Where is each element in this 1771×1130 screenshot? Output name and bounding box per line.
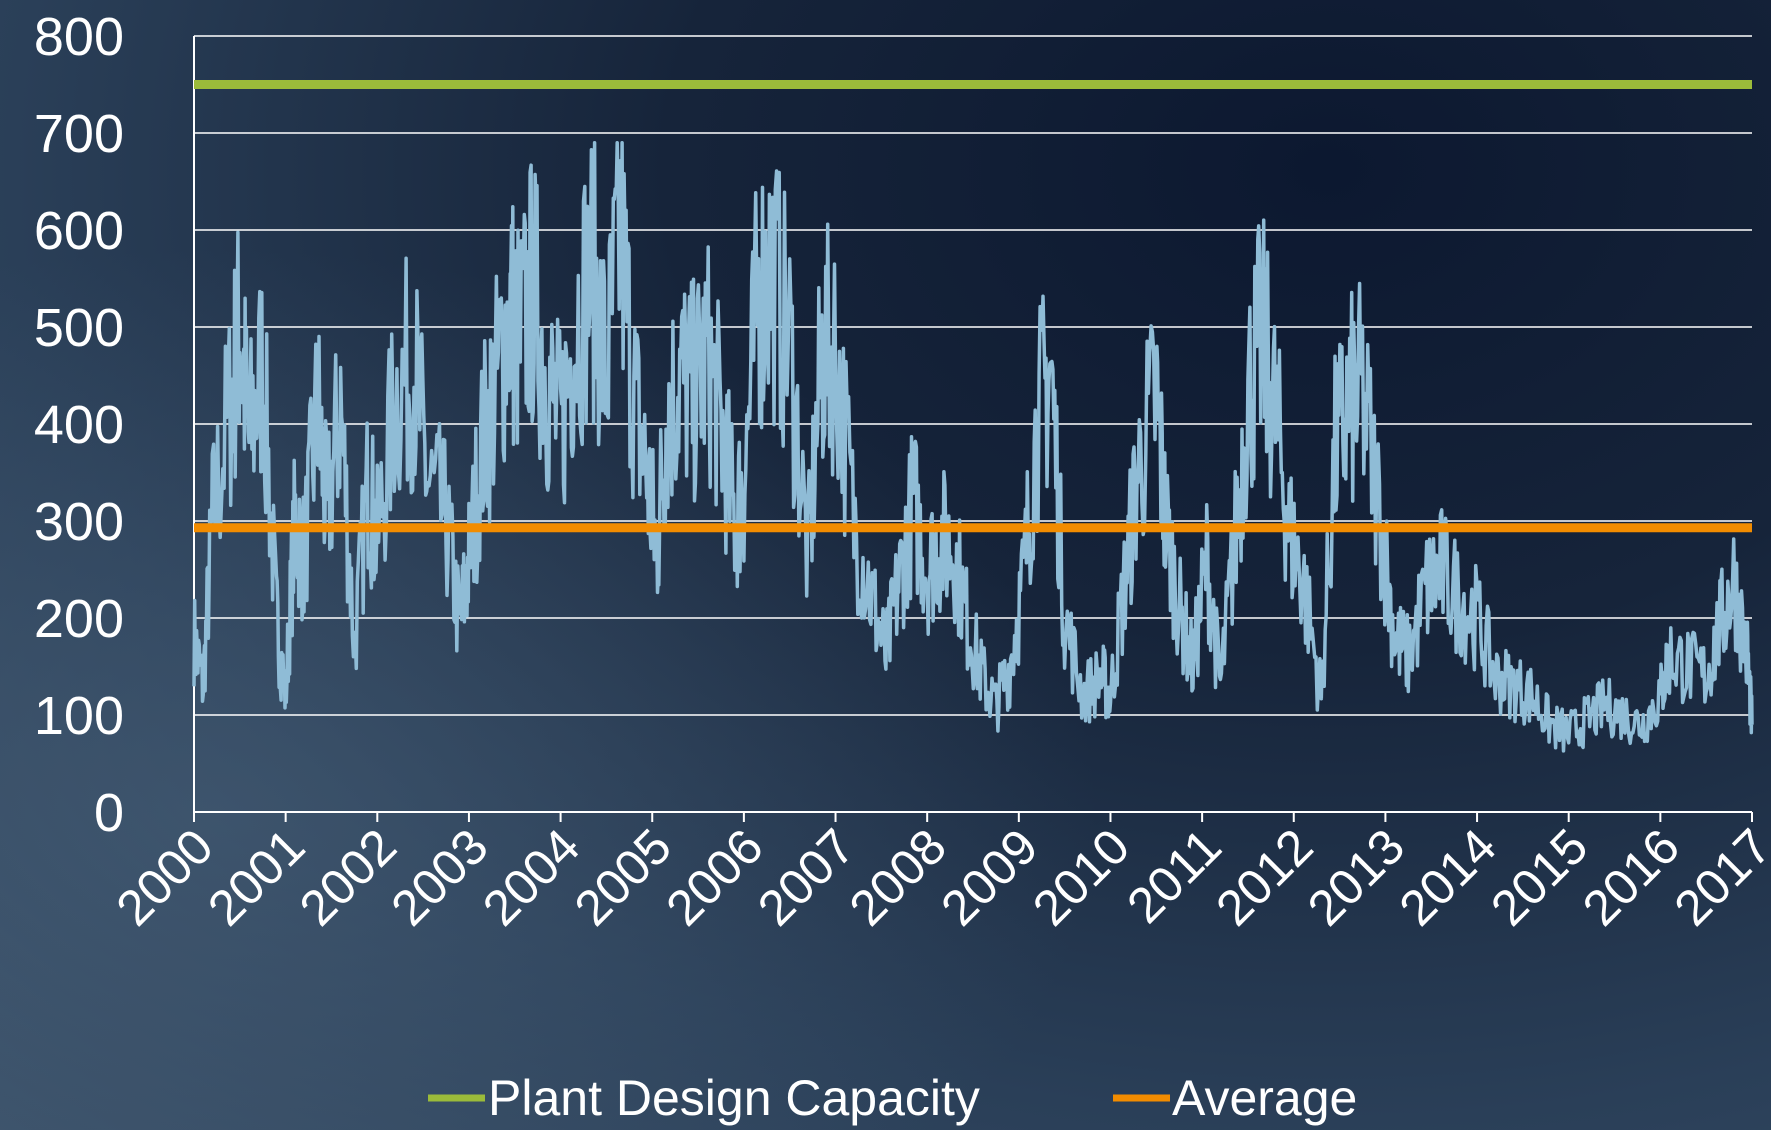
y-tick-label: 800 bbox=[34, 7, 124, 67]
legend-label-plant-design-capacity: Plant Design Capacity bbox=[488, 1070, 980, 1126]
y-tick-label: 0 bbox=[94, 783, 124, 843]
series bbox=[192, 80, 1754, 753]
legend-label-average: Average bbox=[1172, 1070, 1357, 1126]
y-tick-label: 600 bbox=[34, 201, 124, 261]
y-axis-ticks: 0 100 200 300 400 500 600 700 800 bbox=[34, 7, 124, 843]
y-tick-label: 500 bbox=[34, 298, 124, 358]
legend: Plant Design Capacity Average bbox=[428, 1070, 1357, 1126]
series-line-measured bbox=[192, 140, 1754, 753]
y-tick-label: 300 bbox=[34, 492, 124, 552]
y-tick-label: 400 bbox=[34, 395, 124, 455]
y-tick-label: 700 bbox=[34, 104, 124, 164]
y-tick-label: 200 bbox=[34, 589, 124, 649]
y-tick-label: 100 bbox=[34, 686, 124, 746]
